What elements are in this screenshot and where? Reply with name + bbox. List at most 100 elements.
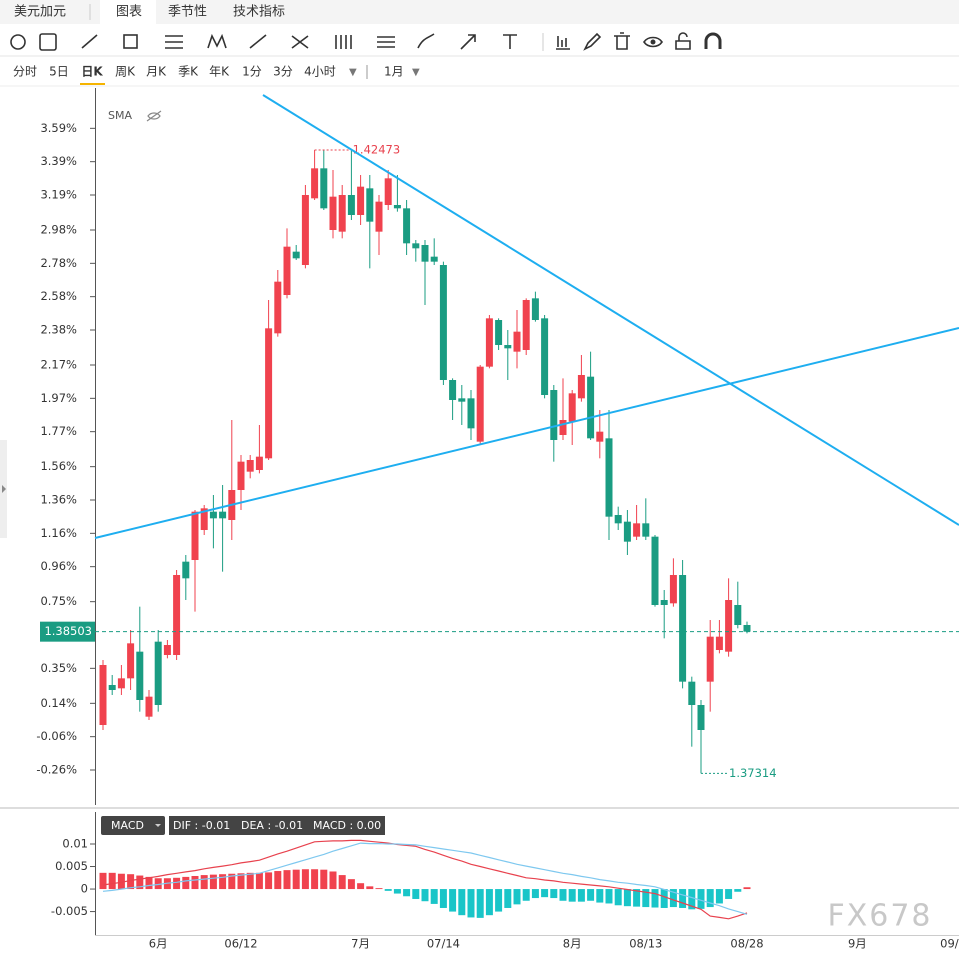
period-button[interactable]: 3分: [273, 65, 293, 79]
candle-body: [660, 600, 668, 605]
candle-body: [255, 456, 263, 470]
y-tick-label: 2.38%: [40, 323, 77, 337]
candles: 3.59% 3.39% 3.19% 2.98% 2.78% 2.58% 2.38% 2.17%…: [36, 121, 959, 780]
tool-icon[interactable]: [10, 34, 26, 50]
macd-bar: [366, 886, 374, 890]
macd-bar: [136, 875, 144, 890]
period-button[interactable]: 1分: [242, 65, 262, 79]
period-button[interactable]: 4小时: [304, 65, 336, 79]
macd-bar: [614, 889, 622, 906]
candle-body: [531, 298, 539, 320]
tool-icon[interactable]: [39, 33, 57, 51]
tool-icon[interactable]: [81, 34, 98, 49]
tool-icon[interactable]: [503, 34, 517, 49]
macd-bar: [577, 889, 585, 902]
x-tick-label: 07/14: [427, 937, 460, 951]
tool-icon[interactable]: [123, 34, 138, 49]
tool-icon[interactable]: [377, 36, 395, 48]
macd-bar: [633, 889, 641, 907]
macd-bar: [127, 874, 135, 890]
candle-body: [623, 521, 631, 542]
trend-line[interactable]: [262, 94, 959, 526]
macd-bar: [697, 889, 705, 909]
macd-bar: [660, 889, 668, 908]
candle-body: [274, 281, 282, 334]
tool-icon[interactable]: [583, 32, 602, 51]
tool-icon[interactable]: [249, 34, 267, 49]
y-tick-label: 2.17%: [40, 358, 77, 372]
tool-icon[interactable]: [165, 35, 183, 49]
candle-body: [485, 318, 493, 367]
candle-body: [182, 561, 190, 579]
range[interactable]: 1月: [384, 65, 404, 79]
indicator-eye[interactable]: [146, 110, 162, 122]
macd-bar: [504, 889, 512, 908]
macd-bar: [329, 871, 337, 890]
candle-body: [504, 345, 512, 349]
candle-body: [283, 246, 291, 295]
period-button[interactable]: 季K: [178, 65, 199, 79]
symbol: 美元加元: [14, 5, 66, 20]
candle-body: [357, 186, 365, 215]
candle-body: [449, 380, 457, 400]
macd-bar: [320, 869, 328, 890]
indicator-label: SMA: [108, 109, 132, 122]
macd-bar: [384, 889, 392, 891]
macd-bar: [311, 869, 319, 890]
macd-bar: [228, 873, 236, 890]
tab[interactable]: 季节性: [168, 5, 207, 20]
macd-bar: [99, 872, 107, 890]
candle-body: [458, 398, 466, 402]
period-button[interactable]: 年K: [209, 65, 230, 79]
macd-bar: [725, 889, 733, 899]
macd-bar: [412, 889, 420, 899]
tool-icon[interactable]: [291, 35, 309, 49]
tool-icon[interactable]: [675, 32, 691, 50]
macd-legend-bg: [169, 816, 385, 835]
dif-line: [102, 839, 748, 920]
tool-icon[interactable]: [417, 33, 435, 49]
tab[interactable]: 技术指标: [233, 5, 285, 20]
y-tick-label: 3.39%: [40, 154, 77, 168]
y-tick-label: -0.005: [51, 904, 88, 918]
period-button[interactable]: 月K: [146, 65, 167, 79]
x-tick-label: 08/13: [629, 937, 662, 951]
tool-icon[interactable]: [614, 32, 630, 50]
tool-icon[interactable]: [207, 33, 227, 49]
tool-icon[interactable]: [556, 36, 570, 50]
candle-body: [559, 420, 567, 435]
macd-bar: [651, 889, 659, 908]
trend-line[interactable]: [94, 327, 959, 539]
candle-body: [99, 665, 107, 725]
macd-bar: [587, 889, 595, 901]
tool-icon[interactable]: [460, 34, 476, 50]
macd-select[interactable]: [101, 816, 165, 835]
candle-body: [596, 431, 604, 442]
high-label: 1.42473: [353, 143, 401, 157]
candle-body: [642, 523, 650, 537]
y-tick-label: 0.35%: [40, 661, 77, 675]
macd-bar: [513, 889, 521, 905]
tool-icon[interactable]: [704, 32, 722, 49]
candle-body: [366, 188, 374, 222]
candle-body: [163, 645, 171, 655]
macd-bar: [200, 875, 208, 890]
macd-bar: [568, 889, 576, 902]
period-button[interactable]: 周K: [115, 65, 136, 79]
candle-body: [154, 641, 162, 705]
period-button[interactable]: 日K: [81, 65, 103, 79]
y-tick-label: 0.75%: [40, 594, 77, 608]
candle-body: [430, 256, 438, 262]
macd-title[interactable]: MACD: [111, 819, 144, 832]
x-tick-label: 7月: [351, 937, 370, 951]
watermark: FX678: [827, 899, 932, 934]
macd-bar: [688, 889, 696, 910]
candle-body: [734, 605, 742, 625]
period-button[interactable]: 分时: [13, 65, 37, 79]
tool-icon[interactable]: [643, 36, 663, 48]
tool-icon[interactable]: [335, 35, 352, 49]
macd-bar: [265, 872, 273, 890]
tab[interactable]: 图表: [116, 5, 142, 20]
period-button[interactable]: 5日: [49, 65, 69, 79]
